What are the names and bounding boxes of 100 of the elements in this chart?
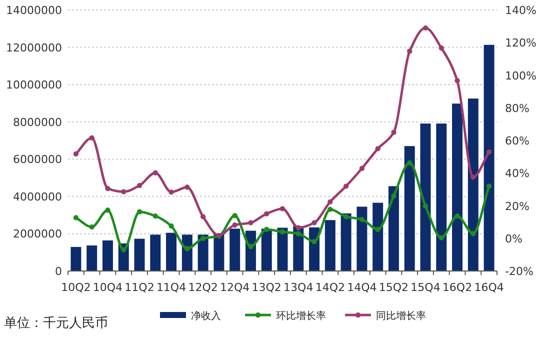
x-tick-label: 14Q2	[315, 281, 345, 294]
point	[312, 220, 317, 226]
point	[121, 189, 126, 194]
y2-tick-label: 20%	[505, 200, 530, 213]
bar	[102, 240, 113, 271]
point	[280, 229, 286, 234]
y-tick-label: 12000000	[6, 41, 62, 54]
bar	[230, 228, 240, 271]
point	[296, 231, 301, 236]
point	[105, 208, 110, 213]
bar	[452, 104, 463, 271]
x-tick-label: 12Q2	[188, 281, 218, 294]
x-tick-label: 13Q4	[284, 281, 314, 294]
bar	[388, 186, 399, 271]
legend-label: 环比增长率	[276, 310, 326, 322]
bar	[134, 238, 145, 271]
point	[152, 170, 158, 176]
point	[200, 214, 206, 220]
point	[312, 239, 317, 244]
y-tick-label: 4000000	[13, 190, 62, 204]
point	[343, 214, 349, 220]
point	[248, 220, 254, 226]
point	[200, 236, 206, 241]
bar	[420, 124, 431, 271]
bar	[436, 124, 447, 271]
x-tick-label: 12Q4	[220, 281, 250, 294]
point	[184, 184, 190, 190]
point	[121, 247, 126, 252]
point	[407, 48, 412, 54]
y-tick-label: 6000000	[13, 153, 62, 166]
x-tick-label: 15Q4	[410, 281, 440, 294]
point	[152, 213, 158, 219]
x-tick-label: 10Q2	[61, 281, 91, 294]
point	[264, 211, 270, 216]
x-tick-label: 15Q2	[378, 281, 409, 294]
y2-tick-label: 140%	[505, 4, 536, 17]
y-tick-label: 0	[55, 265, 62, 278]
x-tick-label: 14Q4	[347, 281, 377, 294]
x-tick-label: 16Q2	[442, 281, 472, 294]
bar	[340, 213, 352, 271]
point	[89, 135, 94, 140]
bar	[150, 234, 161, 271]
point	[328, 206, 333, 212]
bar	[484, 44, 494, 271]
y2-tick-label: 0%	[505, 232, 522, 246]
x-tick-label: 10Q4	[92, 281, 123, 294]
point	[391, 130, 396, 135]
point	[486, 184, 492, 189]
point	[375, 146, 380, 152]
point	[438, 45, 444, 51]
bar	[356, 206, 368, 271]
bar	[261, 228, 272, 271]
bar	[404, 146, 415, 271]
y-tick-label: 10000000	[6, 78, 62, 92]
point	[359, 216, 365, 222]
point	[422, 25, 428, 31]
x-tick-label: 11Q2	[124, 281, 154, 294]
point	[470, 230, 476, 236]
legend-label: 同比增长率	[376, 310, 426, 322]
point	[343, 184, 349, 189]
y-tick-label: 8000000	[13, 116, 62, 129]
y2-tick-label: -20%	[505, 265, 534, 278]
point	[280, 206, 286, 212]
point	[168, 223, 174, 229]
y2-tick-label: 60%	[505, 134, 530, 148]
point	[136, 209, 142, 214]
bar	[70, 246, 82, 271]
point	[486, 149, 492, 155]
point	[168, 189, 174, 195]
text: 单位：千元人民币	[4, 316, 108, 331]
y2-tick-label: 80%	[505, 102, 530, 115]
point	[264, 226, 270, 232]
point	[407, 160, 412, 166]
point	[248, 244, 254, 250]
y2-tick-label: 120%	[505, 36, 536, 50]
x-tick-label: 13Q2	[252, 281, 282, 294]
bar	[214, 234, 224, 271]
point	[184, 246, 190, 252]
y-tick-label: 14000000	[6, 4, 62, 17]
x-tick-label: 16Q4	[474, 281, 504, 294]
bar	[324, 220, 336, 271]
y-tick-label: 2000000	[13, 228, 62, 241]
point	[105, 186, 110, 192]
point	[232, 222, 238, 228]
point	[438, 235, 444, 240]
point	[359, 166, 365, 171]
bar	[86, 245, 98, 271]
point	[296, 225, 301, 230]
bar	[309, 227, 320, 271]
bar	[166, 232, 177, 271]
point	[422, 203, 428, 209]
point	[232, 212, 238, 218]
point	[136, 182, 142, 188]
point	[375, 226, 380, 232]
bar	[468, 98, 478, 271]
point	[391, 193, 396, 199]
point	[328, 199, 333, 204]
point	[454, 213, 460, 219]
bar	[277, 228, 288, 271]
x-tick-label: 11Q4	[156, 281, 186, 294]
